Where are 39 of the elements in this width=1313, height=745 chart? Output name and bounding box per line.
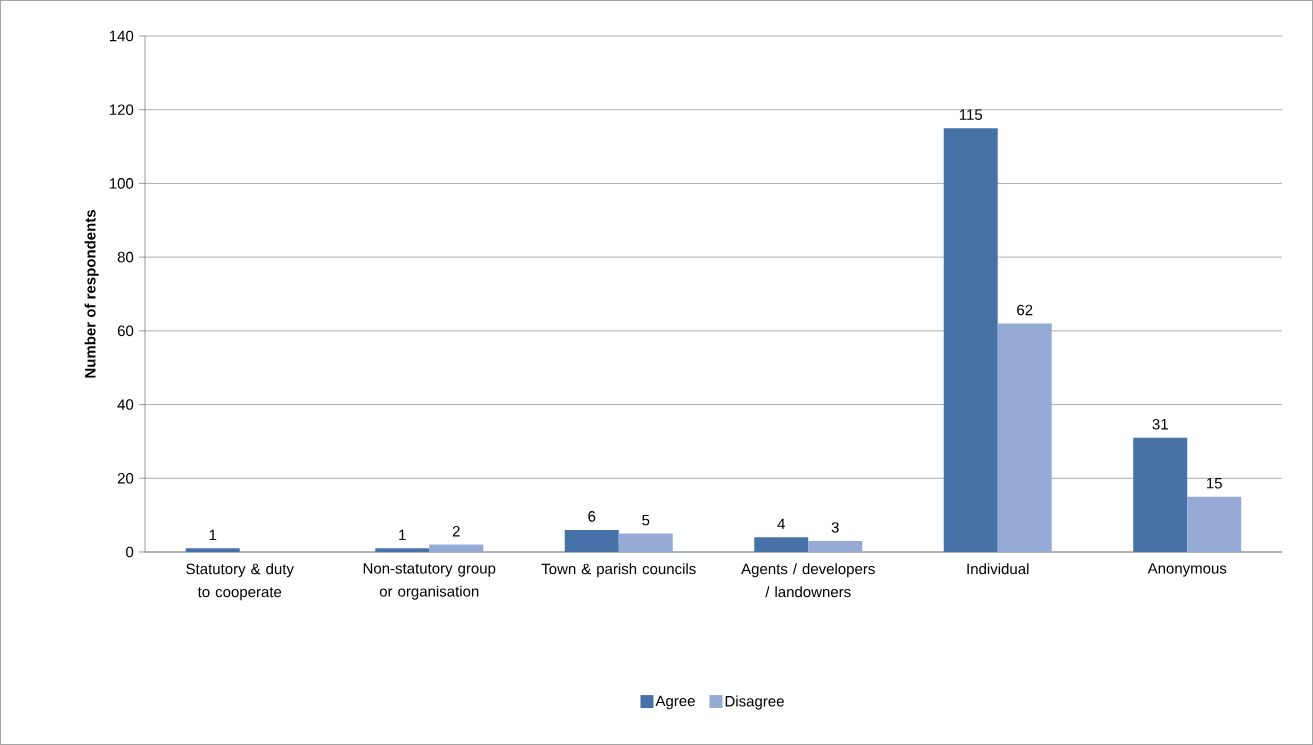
data-label: 1 xyxy=(209,529,217,541)
bar xyxy=(1187,496,1242,552)
bar xyxy=(375,548,430,552)
y-axis-title: Number of respondents xyxy=(84,210,99,378)
y-tick-label: 40 xyxy=(117,399,134,410)
x-tick-label: Town & parish councils xyxy=(541,563,696,578)
data-label: 4 xyxy=(777,518,785,530)
x-tick-label: Non-statutory group or organisation xyxy=(363,563,496,600)
bar xyxy=(185,548,240,552)
bar xyxy=(997,323,1052,552)
data-label: 15 xyxy=(1207,478,1222,489)
y-tick-label: 20 xyxy=(117,472,134,484)
x-tick-label: Anonymous xyxy=(1147,563,1227,577)
y-tick-label: 80 xyxy=(117,251,134,263)
bar xyxy=(943,128,998,552)
x-tick-label: Individual xyxy=(967,563,1029,575)
x-tick-label: Statutory & duty to cooperate xyxy=(186,563,294,601)
data-label: 1 xyxy=(399,529,406,541)
bar xyxy=(618,533,673,552)
y-tick-label: 100 xyxy=(109,178,134,189)
data-label: 3 xyxy=(831,522,839,533)
bar xyxy=(1133,437,1188,552)
y-tick-label: 140 xyxy=(109,30,134,42)
bar xyxy=(564,529,619,552)
data-label: 6 xyxy=(588,511,596,522)
data-label: 31 xyxy=(1152,418,1168,430)
data-label: 62 xyxy=(1017,304,1033,316)
y-tick-label: 0 xyxy=(126,546,134,558)
data-label: 5 xyxy=(642,514,650,526)
y-tick-label: 60 xyxy=(117,325,134,337)
data-label: 2 xyxy=(452,525,460,537)
legend-label: Disagree xyxy=(725,695,784,710)
bar xyxy=(808,540,863,552)
bar xyxy=(429,544,484,552)
bar xyxy=(754,537,809,552)
data-label: 115 xyxy=(959,109,983,120)
x-tick-label: Agents / developers / landowners xyxy=(741,563,875,598)
legend-label: Agree xyxy=(655,695,695,710)
y-tick-label: 120 xyxy=(109,104,134,116)
